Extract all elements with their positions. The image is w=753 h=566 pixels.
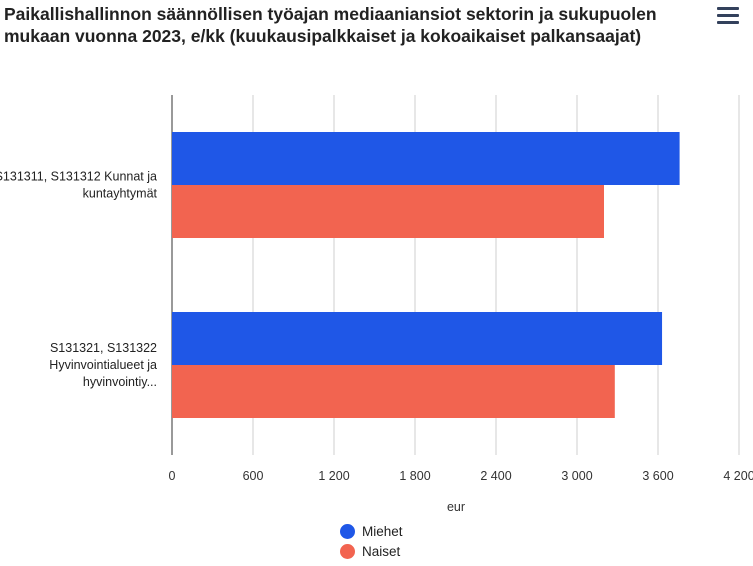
chart-legend: Miehet Naiset (340, 521, 403, 561)
category-label: S131321, S131322 Hyvinvointialueet ja hyvi… (49, 341, 157, 389)
x-tick-label: 3 000 (561, 469, 592, 483)
hamburger-menu-icon[interactable] (713, 4, 743, 28)
x-tick-label: 600 (243, 469, 264, 483)
x-tick-label: 4 200 (723, 469, 753, 483)
x-tick-label: 0 (169, 469, 176, 483)
bar-chart: 0 600 1 200 1 800 2 400 3 000 3 600 4 200 S13131… (0, 95, 753, 514)
x-tick-label: 2 400 (480, 469, 511, 483)
x-tick-label: 1 200 (318, 469, 349, 483)
bar-naiset-1 (172, 365, 615, 418)
x-axis-title: eur (447, 500, 465, 514)
x-tick-label: 3 600 (642, 469, 673, 483)
legend-label: Miehet (362, 523, 403, 539)
legend-label: Naiset (362, 543, 401, 559)
chart-title: Paikallishallinnon säännöllisen työajan … (4, 4, 657, 46)
bar-miehet-0 (172, 132, 680, 185)
legend-item-naiset[interactable]: Naiset (340, 541, 403, 561)
category-label: S131311, S131312 Kunnat ja kuntayhtymät (0, 170, 158, 201)
x-tick-label: 1 800 (399, 469, 430, 483)
bar-naiset-0 (172, 185, 604, 238)
legend-item-miehet[interactable]: Miehet (340, 521, 403, 541)
legend-marker (340, 523, 355, 539)
bar-miehet-1 (172, 312, 663, 365)
legend-marker (340, 543, 355, 559)
